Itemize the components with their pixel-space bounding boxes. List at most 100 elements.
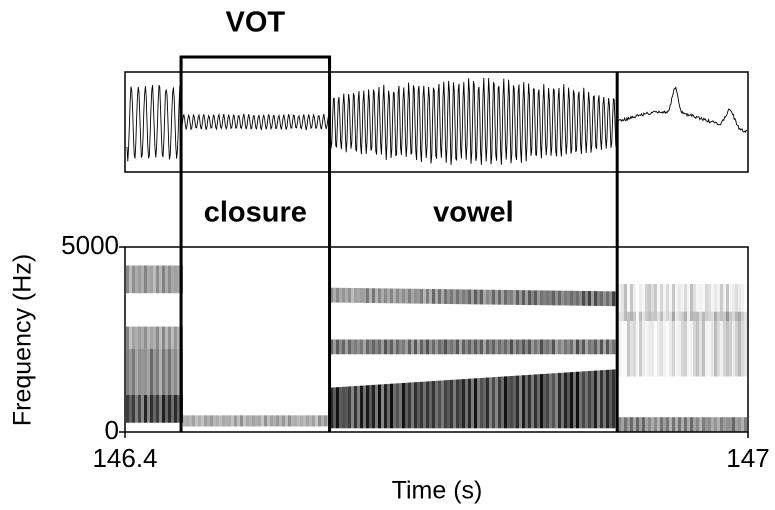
spectral-band [411, 382, 414, 429]
spectral-band [333, 287, 336, 303]
spectral-band [597, 339, 600, 355]
spectral-band [438, 339, 441, 355]
spectral-band [435, 380, 438, 429]
spectral-band [588, 370, 591, 429]
spectral-band [339, 386, 342, 429]
spectral-band [495, 289, 498, 305]
spectral-band [330, 339, 333, 355]
spectral-band [339, 339, 342, 355]
spectral-band [519, 290, 522, 305]
spectral-band [660, 284, 663, 321]
spectral-band [399, 288, 402, 304]
spectral-band [138, 395, 141, 423]
spectral-band [462, 289, 465, 305]
spectral-band [681, 311, 684, 377]
spectral-band [237, 415, 240, 427]
spectral-band [399, 339, 402, 355]
y-tick-label: 0 [105, 415, 119, 445]
spectral-band [492, 289, 495, 305]
spectral-band [690, 311, 693, 377]
spectral-band [402, 382, 405, 429]
spectral-band [576, 371, 579, 429]
spectral-band [357, 339, 360, 355]
spectral-band [141, 395, 144, 423]
spectral-band [390, 288, 393, 304]
spectral-band [417, 381, 420, 429]
spectral-band [357, 385, 360, 429]
spectral-band [456, 339, 459, 355]
spectral-band [489, 377, 492, 429]
spectral-band [612, 339, 615, 355]
spectral-band [132, 348, 135, 395]
spectral-band [396, 339, 399, 355]
spectral-band [174, 395, 177, 423]
spectral-band [696, 284, 699, 321]
spectral-band [621, 312, 624, 377]
spectral-band [168, 326, 171, 349]
annotation: closure [204, 197, 307, 229]
spectral-band [651, 284, 654, 321]
spectral-band [345, 287, 348, 303]
spectral-band [246, 415, 249, 427]
spectral-band [582, 339, 585, 355]
spectral-band [651, 311, 654, 377]
spectral-band [282, 415, 285, 427]
spectral-band [543, 373, 546, 429]
spectral-band [597, 291, 600, 306]
spectral-band [459, 289, 462, 305]
spectral-band [408, 288, 411, 304]
spectral-band [639, 417, 642, 432]
spectral-band [678, 284, 681, 321]
spectral-band [687, 312, 690, 377]
spectral-band [357, 288, 360, 303]
spectral-band [603, 339, 606, 355]
spectral-band [627, 311, 630, 377]
spectral-band [177, 348, 180, 395]
spectral-band [594, 370, 597, 429]
spectral-band [345, 386, 348, 429]
spectral-band [504, 339, 507, 355]
spectral-band [603, 370, 606, 429]
spectral-band [138, 326, 141, 349]
spectral-band [459, 379, 462, 429]
spectral-band [378, 384, 381, 429]
spectral-band [708, 417, 711, 432]
spectral-band [585, 339, 588, 355]
spectral-band [171, 326, 174, 349]
spectral-band [633, 417, 636, 432]
spectral-band [681, 284, 684, 321]
spectral-band [135, 265, 138, 294]
waveform [126, 77, 748, 165]
spectral-band [162, 265, 165, 294]
spectral-band [474, 378, 477, 429]
spectral-band [129, 265, 132, 294]
spectral-band [579, 339, 582, 355]
spectral-band [372, 384, 375, 429]
spectral-band [414, 288, 417, 304]
spectral-band [723, 311, 726, 377]
spectral-band [507, 376, 510, 429]
spectral-band [558, 339, 561, 355]
spectral-band [711, 284, 714, 321]
spectral-band [528, 374, 531, 429]
spectral-band [735, 417, 738, 432]
spectral-band [429, 288, 432, 304]
spectral-band [606, 369, 609, 429]
spectral-band [726, 417, 729, 432]
y-tick-label: 5000 [61, 230, 119, 260]
spectral-band [159, 265, 162, 294]
spectral-band [369, 385, 372, 429]
spectral-band [144, 395, 147, 423]
spectral-band [678, 417, 681, 432]
spectral-band [360, 385, 363, 429]
spectral-band [339, 287, 342, 303]
spectral-band [603, 291, 606, 307]
spectral-band [705, 417, 708, 432]
spectral-band [684, 417, 687, 432]
spectral-band [564, 372, 567, 429]
spectral-band [354, 288, 357, 303]
spectral-band [192, 415, 195, 427]
spectral-band [126, 326, 129, 349]
spectral-band [366, 288, 369, 303]
spectral-band [171, 395, 174, 423]
